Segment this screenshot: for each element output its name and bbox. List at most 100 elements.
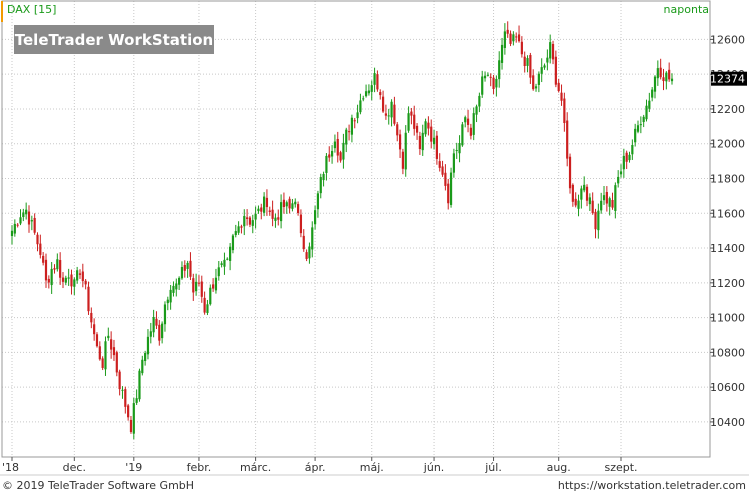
candle-body <box>543 65 546 68</box>
candle-body <box>410 111 413 116</box>
candle-body <box>325 155 328 173</box>
y-tick-label: 11400 <box>710 242 745 255</box>
candle-body <box>118 371 121 390</box>
candle-body <box>614 185 617 211</box>
candle-body <box>25 209 28 215</box>
candle-body <box>231 235 235 251</box>
candle-body <box>53 268 56 270</box>
x-tick-label: szept. <box>604 461 637 474</box>
candle-body <box>172 285 175 293</box>
candle-body <box>220 263 223 265</box>
watermark-box <box>14 25 214 54</box>
candle-body <box>631 145 634 155</box>
candle-body <box>662 77 665 82</box>
candle-body <box>432 137 436 145</box>
candle-body <box>605 192 608 204</box>
candle-body <box>622 155 625 170</box>
candle-body <box>534 86 538 89</box>
candle-body <box>486 74 489 76</box>
candle-body <box>316 193 320 210</box>
candle-body <box>458 143 461 154</box>
candle-body <box>619 171 623 175</box>
candle-body <box>665 72 668 82</box>
candle-body <box>401 151 405 169</box>
candle-body <box>659 67 662 78</box>
candle-body <box>42 255 45 263</box>
source-url[interactable]: https://workstation.teletrader.com <box>558 479 746 492</box>
candle-body <box>574 198 577 206</box>
candle-body <box>441 166 444 175</box>
candle-body <box>200 281 203 297</box>
candle-body <box>359 100 362 113</box>
candle-body <box>396 124 399 136</box>
x-tick-label: dec. <box>63 461 86 474</box>
x-tick-label: '18 <box>2 461 19 474</box>
candle-body <box>356 112 359 119</box>
candle-body <box>183 265 186 271</box>
candle-body <box>305 252 308 259</box>
candle-body <box>345 129 348 145</box>
candle-body <box>438 161 441 168</box>
candle-body <box>353 120 356 122</box>
x-axis: '18 dec. '19 febr. márc. ápr. máj. jún. júl. aug.… <box>2 457 638 474</box>
candle-body <box>296 204 300 214</box>
candle-body <box>430 126 433 142</box>
candle-body <box>594 211 597 230</box>
candle-body <box>243 216 246 227</box>
x-tick-label: aug. <box>547 461 571 474</box>
candle-body <box>591 200 594 214</box>
x-tick-label: júl. <box>484 461 502 474</box>
candle-body <box>274 217 277 221</box>
candle-body <box>333 141 337 149</box>
candle-body <box>180 266 184 279</box>
candle-body <box>47 278 50 283</box>
candle-body <box>580 188 583 200</box>
candle-body <box>597 210 600 231</box>
candle-body <box>568 156 572 189</box>
x-tick-label: máj. <box>360 461 384 474</box>
candle-body <box>302 235 305 250</box>
candle-body <box>237 226 240 233</box>
candle-body <box>175 283 178 290</box>
candle-body <box>376 74 379 90</box>
candle-body <box>362 98 365 100</box>
candle-body <box>461 124 464 146</box>
candle-body <box>240 226 243 228</box>
candle-body <box>625 152 628 162</box>
symbol-label: DAX [15] <box>7 3 56 16</box>
candle-body <box>101 358 104 368</box>
candle-body <box>229 246 232 261</box>
candle-body <box>81 271 84 282</box>
y-tick-label: 11200 <box>710 277 745 290</box>
y-tick-label: 11000 <box>710 312 745 325</box>
period-label[interactable]: naponta <box>664 3 709 16</box>
x-tick-label: márc. <box>240 461 271 474</box>
candle-body <box>254 213 257 220</box>
candle-body <box>634 128 637 143</box>
candle-body <box>557 82 560 91</box>
candle-body <box>537 73 540 85</box>
candle-body <box>149 331 152 337</box>
candle-body <box>124 389 127 407</box>
candle-body <box>61 277 65 282</box>
candle-body <box>285 202 288 207</box>
candle-body <box>59 260 62 278</box>
candle-body <box>571 184 574 202</box>
candle-body <box>387 115 390 117</box>
candle-body <box>76 270 79 281</box>
x-tick-label: ápr. <box>305 461 326 474</box>
candle-body <box>132 403 135 434</box>
candle-body <box>481 76 484 95</box>
candle-body <box>214 277 218 291</box>
candle-body <box>209 287 212 305</box>
candle-body <box>206 304 209 313</box>
y-tick-label: 11600 <box>710 207 745 220</box>
candle-body <box>404 132 407 170</box>
candle-body <box>129 419 133 432</box>
candle-body <box>144 353 147 361</box>
candle-body <box>656 68 659 79</box>
candle-body <box>373 73 376 85</box>
candle-body <box>226 258 229 260</box>
